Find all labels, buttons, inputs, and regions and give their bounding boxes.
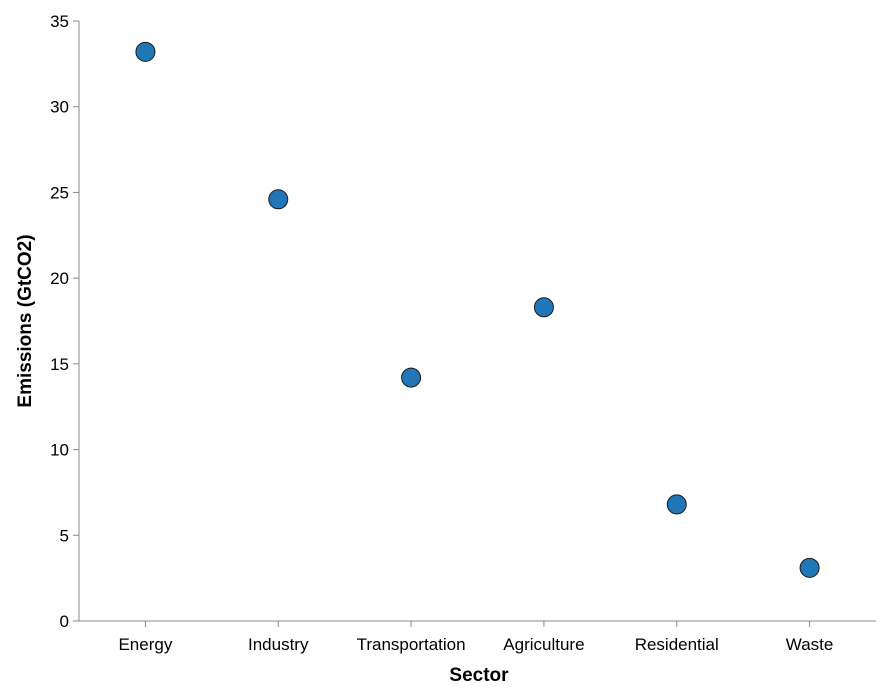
- y-tick-label: 30: [50, 98, 69, 117]
- x-tick-label: Waste: [786, 635, 834, 654]
- x-axis: Energy Industry Transportation Agriculture R…: [79, 620, 876, 654]
- data-point: [135, 41, 156, 62]
- y-tick-label: 10: [50, 441, 69, 460]
- x-axis-title: Sector: [449, 665, 509, 686]
- y-tick-label: 20: [50, 269, 69, 288]
- data-point: [533, 297, 554, 318]
- data-point: [666, 494, 687, 515]
- y-tick-label: 25: [50, 183, 69, 202]
- x-tick-label: Transportation: [357, 635, 466, 654]
- x-tick-label: Industry: [248, 635, 309, 654]
- x-tick-label: Residential: [635, 635, 719, 654]
- y-tick-label: 0: [60, 612, 69, 631]
- y-axis-title: Emissions (GtCO2): [15, 234, 36, 407]
- y-tick-label: 35: [50, 12, 69, 31]
- data-point: [268, 189, 289, 210]
- data-point: [799, 557, 820, 578]
- data-point: [401, 367, 422, 388]
- y-axis: 0 5 10 15 20 25 30 35: [50, 12, 80, 631]
- x-tick-label: Energy: [118, 635, 172, 654]
- y-tick-label: 15: [50, 355, 69, 374]
- x-tick-label: Agriculture: [503, 635, 584, 654]
- y-tick-label: 5: [60, 526, 69, 545]
- data-points: [135, 41, 820, 578]
